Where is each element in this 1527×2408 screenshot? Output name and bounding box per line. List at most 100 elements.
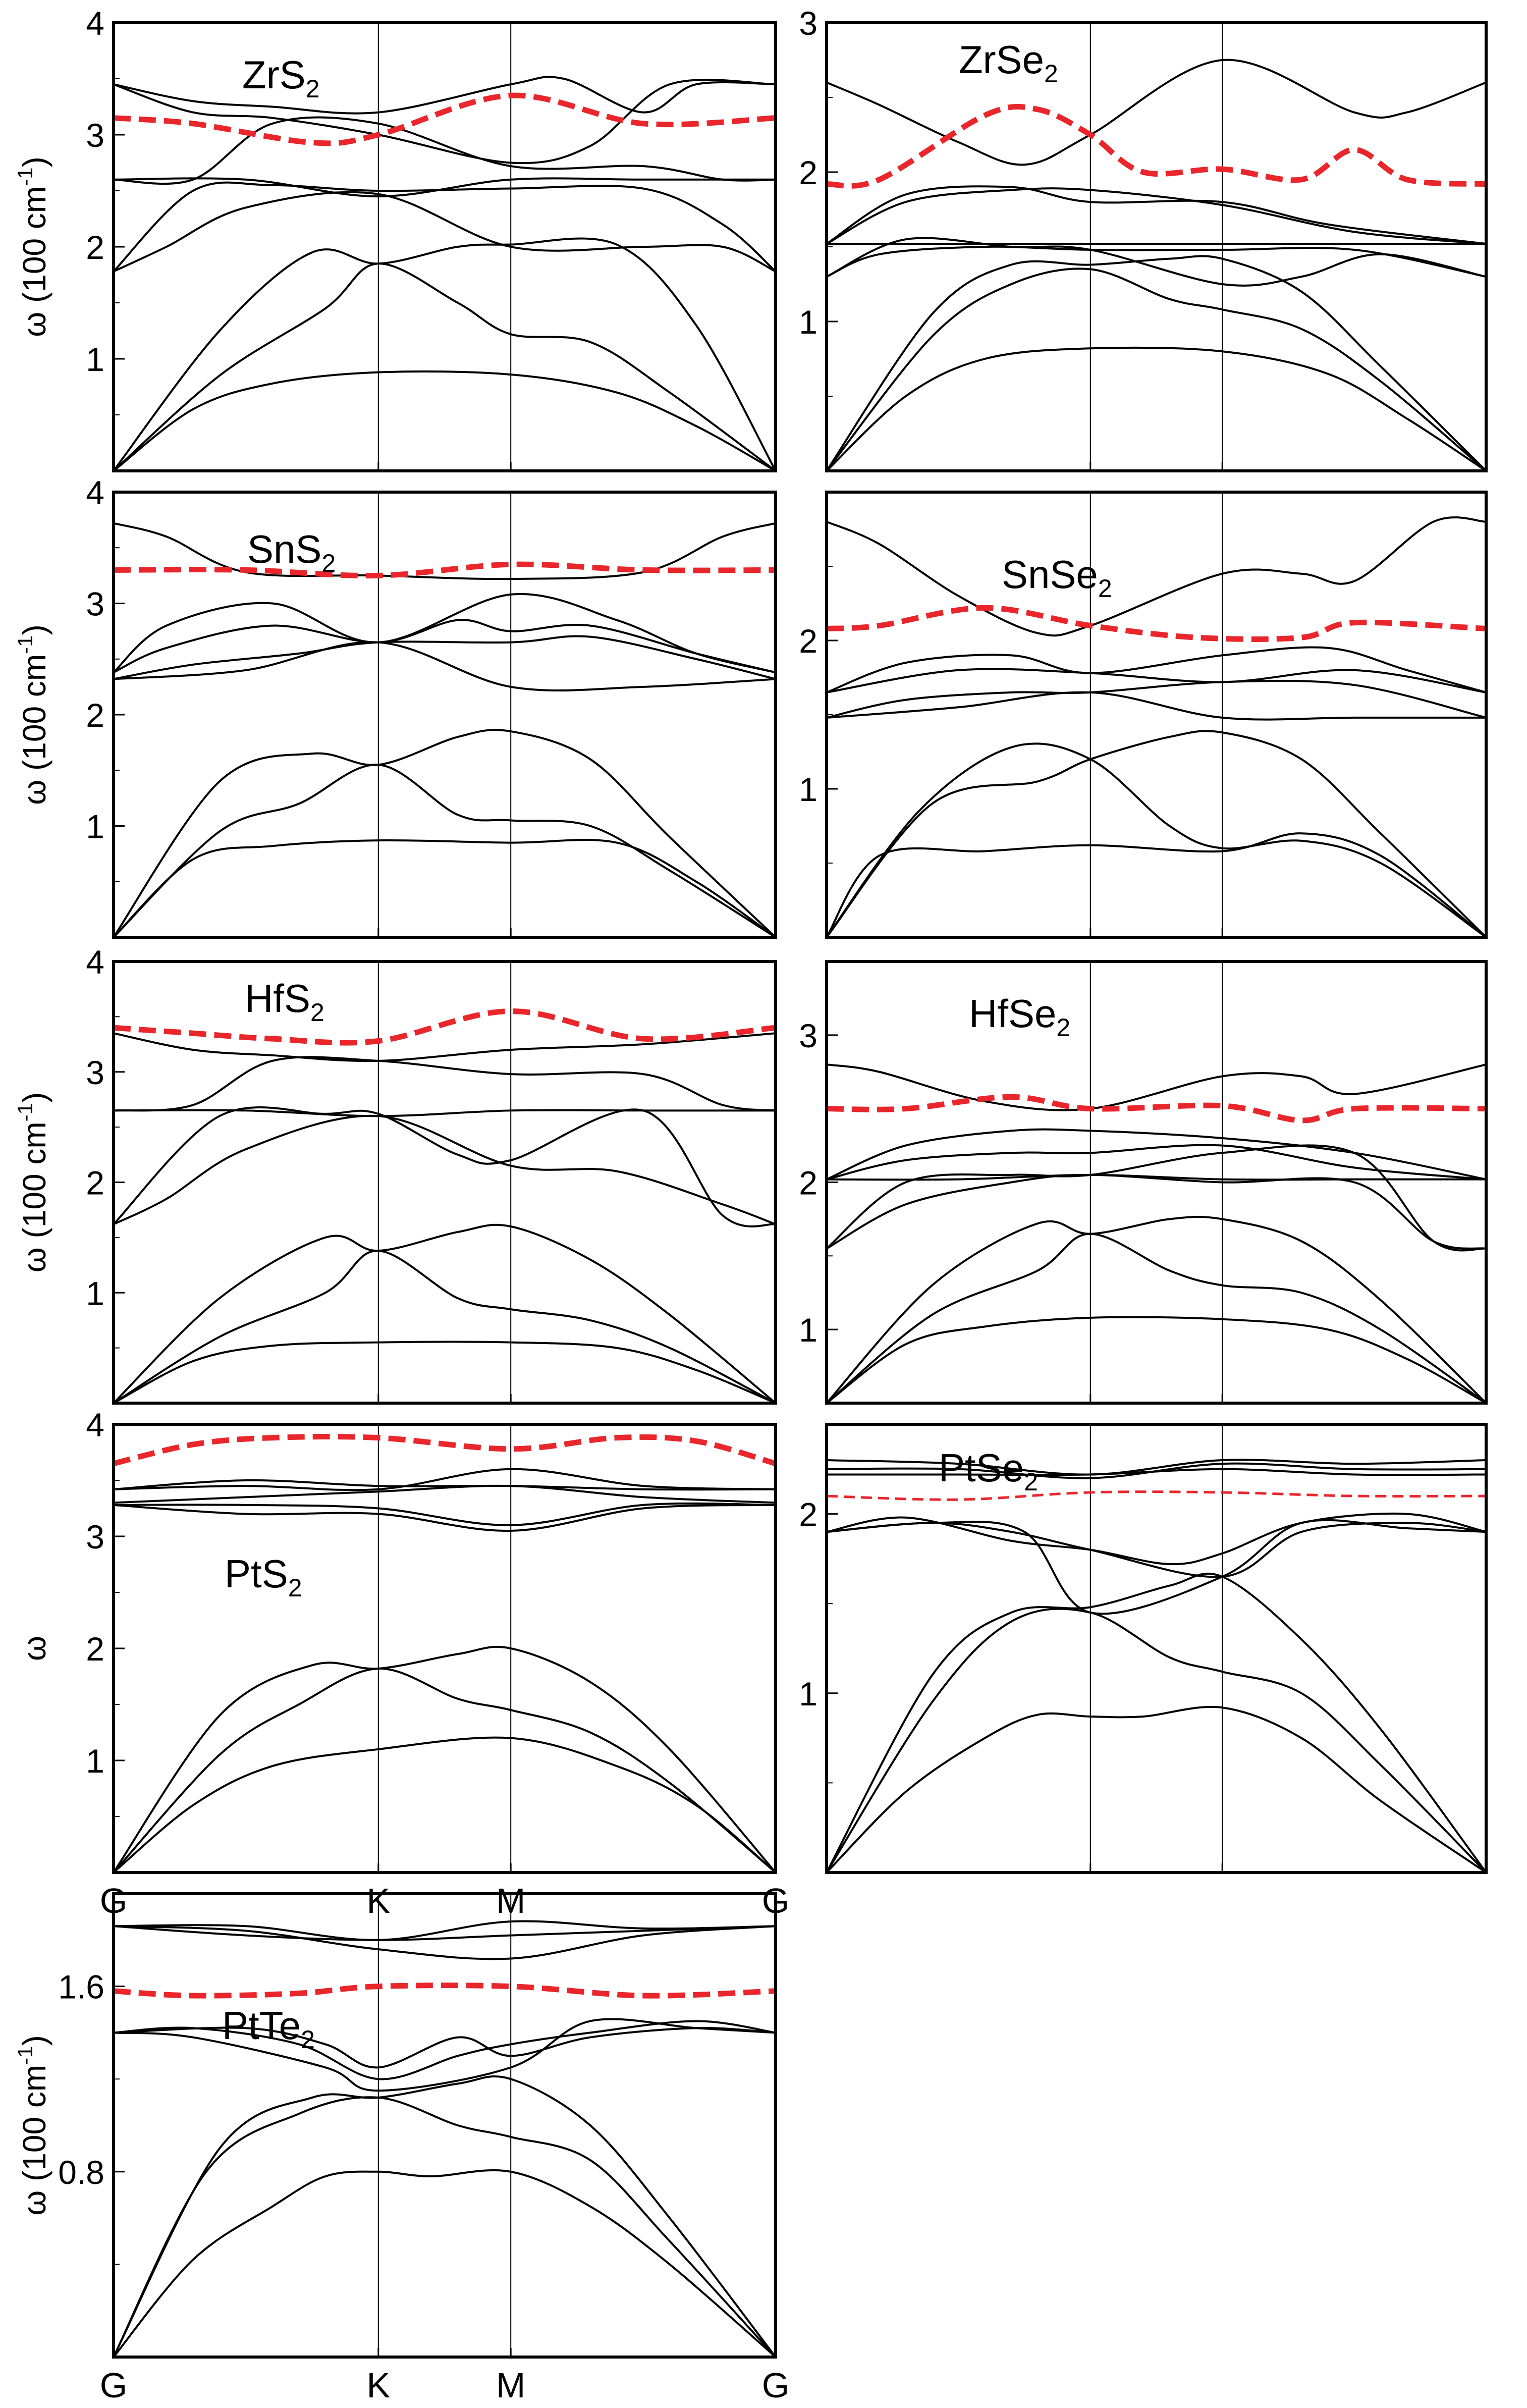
panel-frame: [112, 491, 777, 939]
y-tick-label: 3: [799, 5, 817, 42]
phonon-branch-optical-2: [113, 1502, 776, 1526]
phonon-branch-optical-5: [826, 516, 1487, 637]
y-tick-label: 1: [799, 303, 817, 341]
phonon-branch-acoustic-3: [113, 1645, 777, 1874]
phonon-branch-optical-4: [113, 1925, 776, 1941]
panel-hfse2: 1 2 3 HfSe2: [799, 960, 1488, 1405]
y-axis-label: ω (100 cm-1): [13, 1092, 52, 1273]
y-axis-label: ω: [16, 1636, 52, 1661]
panel-sns2: 1 2 3 4 SnS2 ω (100 cm-1): [13, 474, 777, 939]
phonon-branch-acoustic-1: [826, 1316, 1487, 1404]
phonon-branch-acoustic-3: [113, 237, 777, 472]
y-axis-label: ω (100 cm-1): [13, 156, 52, 337]
phonon-branch-optical-5: [113, 79, 776, 165]
phonon-branch-optical-6: [826, 59, 1487, 166]
phonon-branch-optical-4: [113, 593, 776, 674]
phonon-branch-acoustic-1: [113, 839, 777, 938]
y-tick-label: 1: [86, 341, 104, 378]
phonon-branch-optical-4: [113, 1056, 776, 1112]
y-tick-label: 3: [799, 1017, 817, 1054]
phonon-branch-optical-3: [113, 1109, 776, 1117]
phonon-branch-acoustic-3: [113, 1223, 777, 1404]
phonon-branch-optical-4: [113, 116, 776, 185]
y-tick-label: 1: [86, 1274, 104, 1312]
y-tick-label: 2: [86, 229, 104, 266]
phonon-branch-optical-3: [113, 1484, 776, 1504]
phonon-branch-optical-1: [826, 691, 1486, 721]
panel-ptte2: 0.8 1.6 PtTe2 ω (100 cm-1) G K M G: [13, 1892, 789, 2405]
phonon-branch-acoustic-2: [826, 267, 1487, 472]
panel-zrs2: 1 2 3 4 ZrS2 ω (100 cm-1): [13, 5, 777, 472]
phonon-branch-optical-2: [826, 679, 1487, 719]
y-tick-label: 3: [86, 1518, 104, 1556]
phonon-branch-optical-3: [826, 1173, 1486, 1181]
phonon-branch-optical-4: [826, 646, 1487, 693]
phonon-branch-optical-2: [826, 1522, 1487, 1578]
y-tick-label: 2: [86, 697, 104, 734]
phonon-branch-optical-1: [113, 1114, 776, 1225]
phonon-branch-optical-5: [826, 185, 1487, 245]
phonon-branch-optical-3: [826, 668, 1487, 693]
panel-title: SnSe2: [1002, 552, 1112, 603]
y-tick-label: 2: [799, 1164, 817, 1202]
y-tick-label: 4: [86, 474, 104, 511]
phonon-branch-acoustic-1: [113, 370, 776, 472]
phonon-branch-optical-1: [113, 191, 776, 273]
phonon-branch-optical-2: [113, 2020, 776, 2080]
red-dashed-branch: [113, 561, 776, 579]
red-dashed-branch: [113, 92, 776, 146]
phonon-branch-optical-3: [113, 177, 776, 198]
phonon-branch-acoustic-2: [113, 1667, 777, 1874]
phonon-branch-optical-6: [113, 1925, 776, 1960]
panel-ptse2: 1 2 PtSe2: [799, 1423, 1488, 1874]
panel-title: SnS2: [247, 527, 336, 577]
red-dashed-branch: [113, 1008, 776, 1046]
y-tick-label: 3: [86, 1054, 104, 1091]
phonon-branch-acoustic-3: [113, 729, 777, 938]
y-tick-label: 1.6: [58, 1968, 104, 2006]
phonon-branch-optical-4: [113, 1468, 776, 1491]
x-tick-label: G: [762, 2366, 789, 2405]
x-tick-label: G: [100, 2366, 127, 2405]
panel-title: PtSe2: [939, 1446, 1038, 1496]
phonon-branch-acoustic-3: [826, 1572, 1487, 1874]
y-tick-label: 3: [86, 117, 104, 154]
y-tick-label: 2: [799, 154, 817, 191]
y-tick-label: 3: [86, 585, 104, 623]
panel-zrse2: 1 2 3 ZrSe2: [799, 5, 1488, 472]
phonon-branch-acoustic-2: [826, 1608, 1487, 1874]
phonon-branch-optical-1: [113, 2018, 776, 2092]
phonon-branch-optical-5: [113, 1479, 776, 1491]
phonon-branch-acoustic-3: [826, 255, 1487, 472]
y-tick-label: 1: [799, 1311, 817, 1349]
phonon-branch-optical-1: [113, 1504, 776, 1532]
phonon-branch-acoustic-1: [826, 346, 1487, 472]
panel-frame: [825, 960, 1488, 1405]
red-dashed-branch: [826, 1094, 1487, 1123]
y-axis-label: ω (100 cm-1): [13, 624, 52, 805]
x-tick-label: K: [366, 2366, 390, 2405]
phonon-branch-optical-2: [826, 237, 1487, 287]
panel-frame: [825, 1423, 1488, 1874]
phonon-branch-acoustic-1: [826, 832, 1487, 938]
red-dashed-branch: [113, 1983, 776, 1999]
y-tick-label: 4: [86, 943, 104, 981]
phonon-branch-acoustic-2: [113, 2096, 777, 2358]
phonon-branch-optical-1: [113, 641, 776, 692]
phonon-branch-optical-1: [826, 1173, 1487, 1250]
panel-title: PtTe2: [222, 2003, 315, 2054]
phonon-branch-optical-3: [113, 619, 776, 674]
phonon-branch-optical-5: [826, 1128, 1487, 1181]
phonon-branch-optical-2: [113, 181, 777, 273]
phonon-branch-optical-6: [826, 1063, 1487, 1111]
phonon-branch-acoustic-1: [113, 2169, 777, 2358]
phonon-branch-optical-3: [113, 2026, 776, 2069]
panel-title: ZrSe2: [959, 37, 1058, 88]
y-tick-label: 0.8: [58, 2154, 104, 2191]
phonon-branch-optical-2: [113, 635, 776, 680]
phonon-branch-optical-5: [113, 1032, 776, 1062]
y-tick-label: 1: [799, 771, 817, 808]
panel-frame: [825, 21, 1488, 472]
